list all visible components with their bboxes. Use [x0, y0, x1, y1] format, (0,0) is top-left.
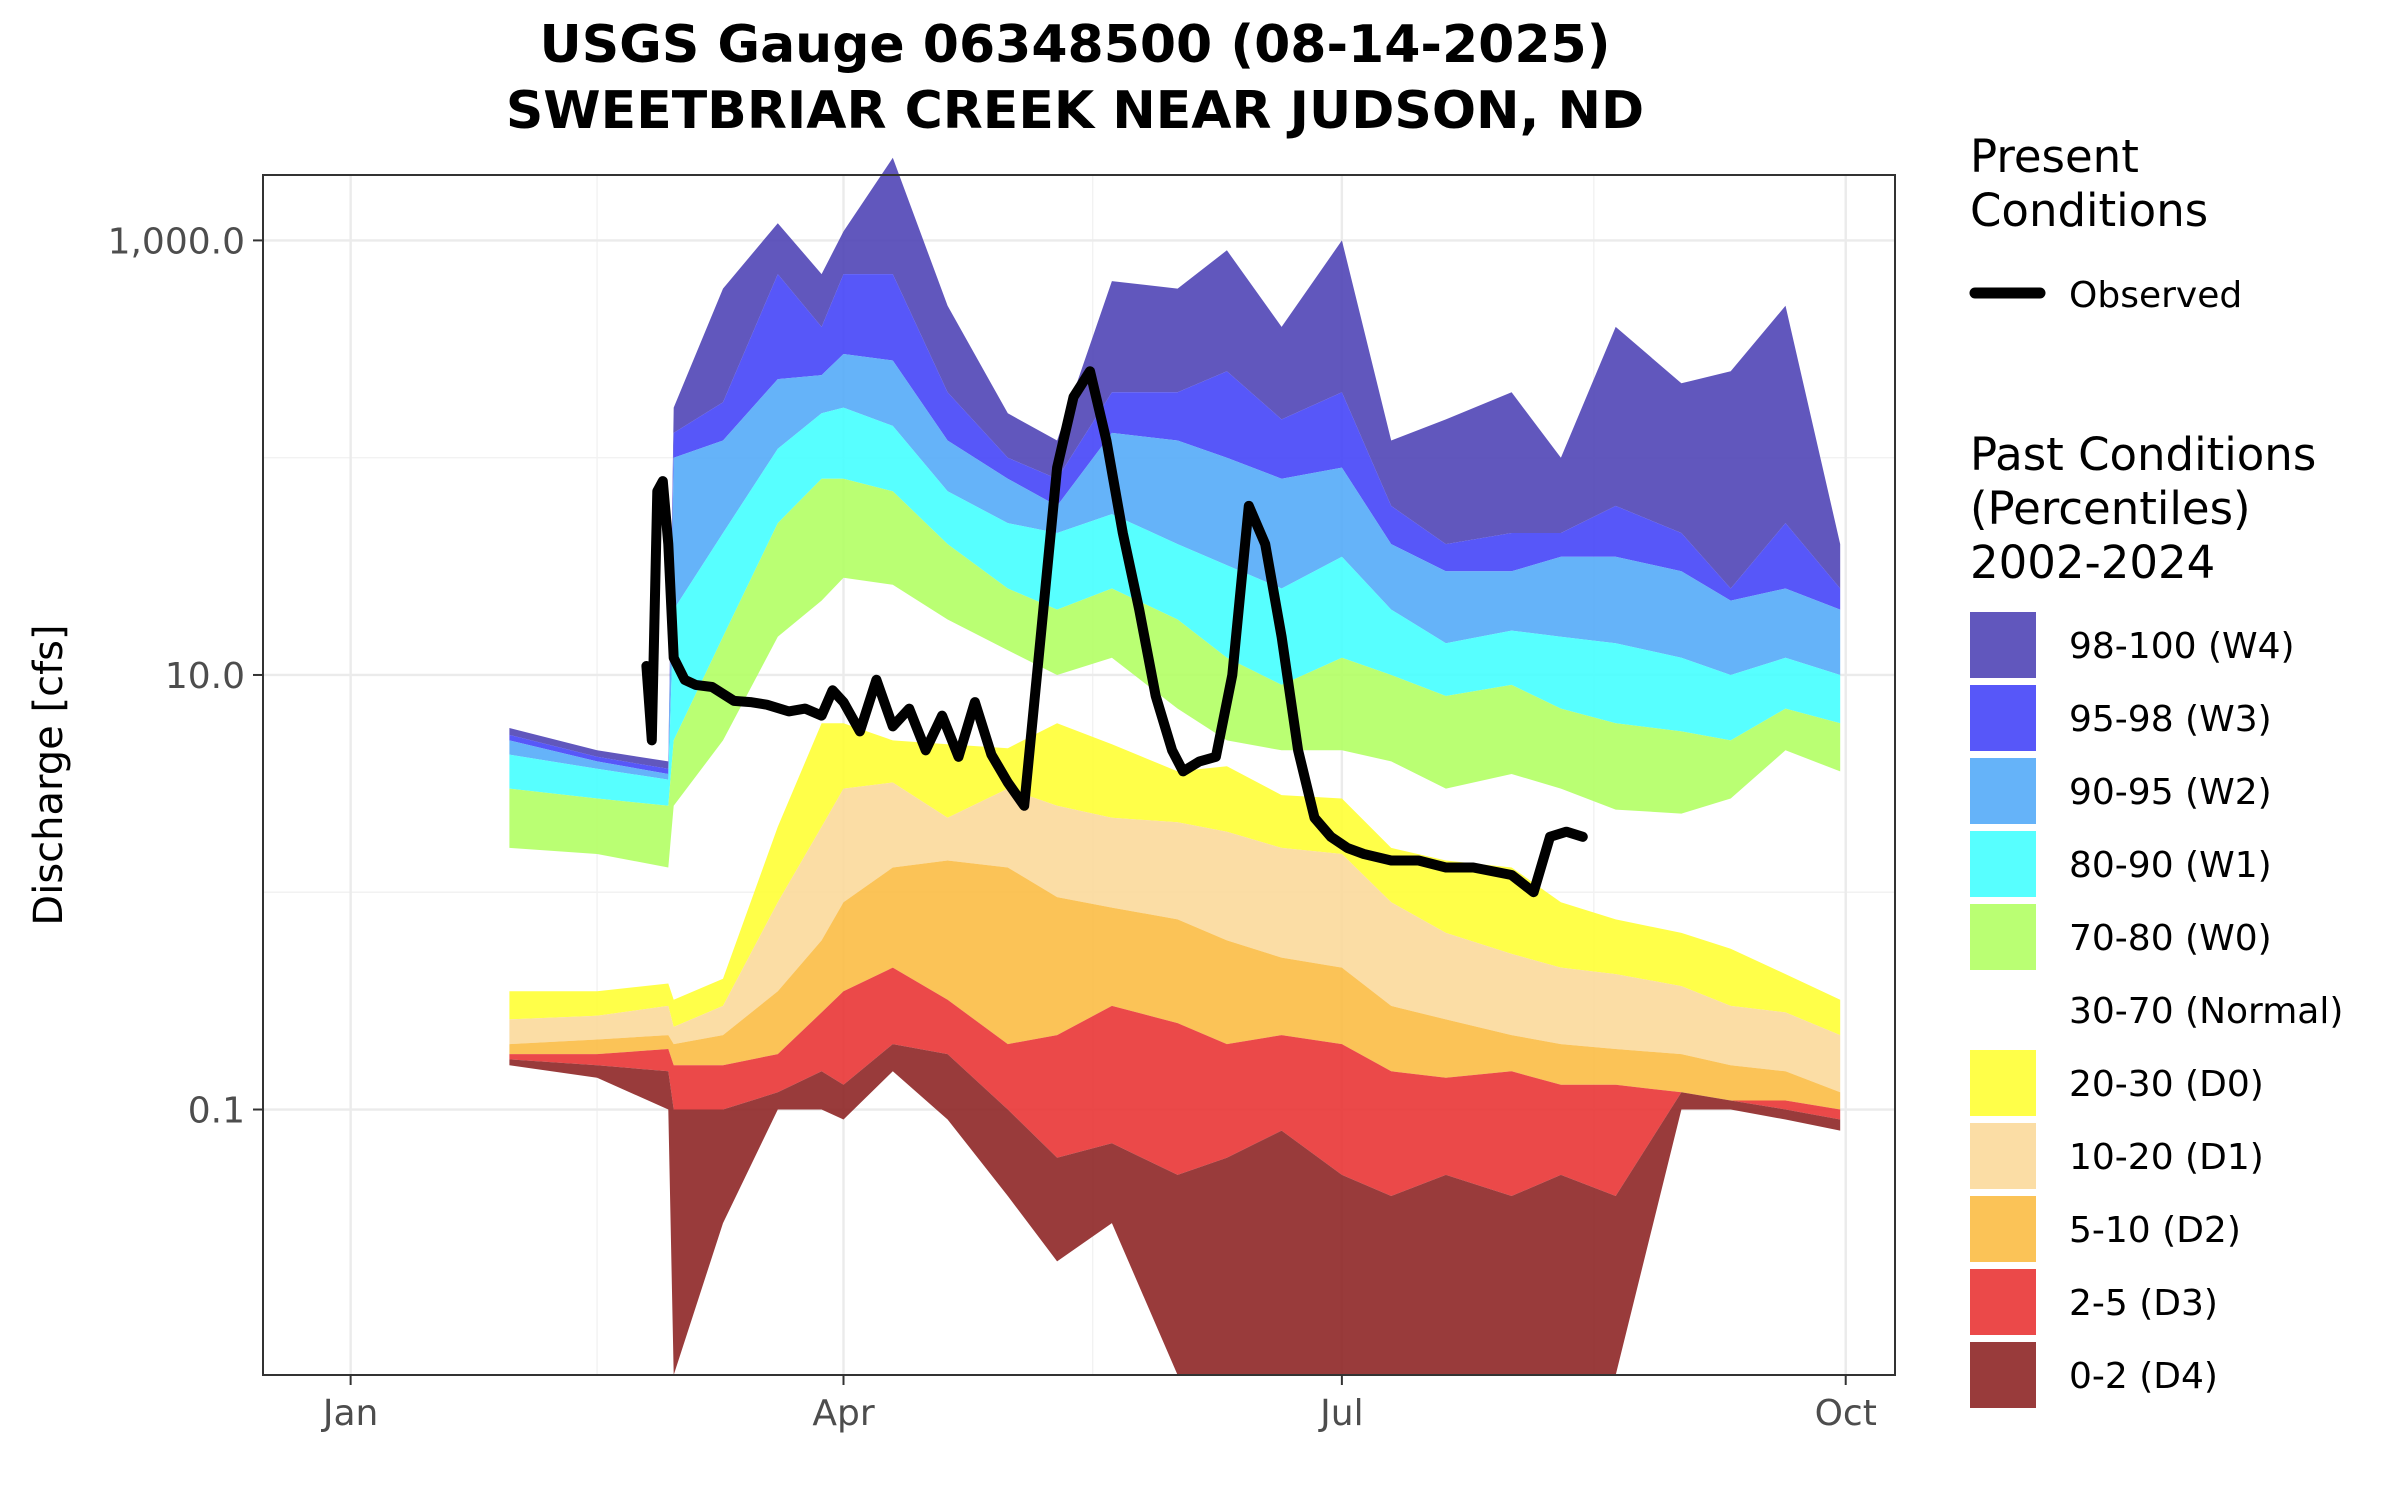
- legend-title-line: 2002-2024: [1970, 536, 2215, 589]
- band-w0: [509, 478, 1841, 868]
- legend-key-w0: [1970, 904, 2036, 970]
- band-w1: [509, 407, 1841, 806]
- band-w4: [509, 157, 1841, 769]
- legend-title-line: Conditions: [1970, 184, 2208, 237]
- legend-past-title: Past Conditions (Percentiles) 2002-2024: [1970, 428, 2316, 589]
- observed-series: [641, 366, 1588, 898]
- legend-key-d0: [1970, 1050, 2036, 1116]
- legend-observed-label: Observed: [2069, 275, 2242, 316]
- y-tick-label: 0.1: [188, 1091, 245, 1132]
- legend-key-w1: [1970, 831, 2036, 897]
- band-d4: [509, 1044, 1841, 1375]
- legend-key-d2: [1970, 1196, 2036, 1262]
- legend-title-line: (Percentiles): [1970, 482, 2251, 535]
- band-d0: [509, 723, 1841, 1036]
- legend-label-d1: 10-20 (D1): [2069, 1137, 2264, 1178]
- chart-subtitle: SWEETBRIAR CREEK NEAR JUDSON, ND: [506, 81, 1644, 141]
- legend-label-d3: 2-5 (D3): [2069, 1283, 2218, 1324]
- legend-key-w3: [1970, 685, 2036, 751]
- x-tick-label: Jan: [321, 1393, 379, 1434]
- legend-label-normal: 30-70 (Normal): [2069, 991, 2343, 1032]
- legend-label-w4: 98-100 (W4): [2069, 626, 2295, 667]
- band-d1: [509, 782, 1841, 1093]
- legend-band-entries: 98-100 (W4) 95-98 (W3) 90-95 (W2) 80-90 (W1…: [1970, 612, 2343, 1408]
- legend-key-d4: [1970, 1342, 2036, 1408]
- legend-title-line: Past Conditions: [1970, 428, 2316, 481]
- legend-present-title: Present Conditions: [1970, 130, 2208, 237]
- legend-label-d4: 0-2 (D4): [2069, 1356, 2218, 1397]
- y-tick-label: 1,000.0: [108, 221, 245, 262]
- x-tick-label: Apr: [812, 1393, 874, 1434]
- band-w2: [509, 354, 1841, 780]
- legend-key-w4: [1970, 612, 2036, 678]
- legend-key-normal: [1970, 977, 2036, 1043]
- plot-border: [262, 174, 1896, 1376]
- x-axis: Jan Apr Jul Oct: [321, 1375, 1877, 1434]
- band-d2: [509, 860, 1841, 1110]
- legend-label-w3: 95-98 (W3): [2069, 699, 2272, 740]
- legend-title-line: Present: [1970, 130, 2139, 183]
- x-tick-label: Oct: [1815, 1393, 1877, 1434]
- legend-label-w2: 90-95 (W2): [2069, 772, 2272, 813]
- legend-key-d3: [1970, 1269, 2036, 1335]
- legend-key-w2: [1970, 758, 2036, 824]
- observed-line: [641, 366, 1588, 898]
- legend-label-w0: 70-80 (W0): [2069, 918, 2272, 959]
- y-axis-label: Discharge [cfs]: [26, 624, 72, 925]
- legend: Present Conditions Observed Past Conditio…: [1969, 130, 2343, 1408]
- y-axis: 0.1 10.0 1,000.0: [108, 221, 263, 1132]
- percentile-bands: [509, 157, 1841, 1375]
- x-tick-label: Jul: [1318, 1393, 1363, 1434]
- legend-label-d2: 5-10 (D2): [2069, 1210, 2241, 1251]
- band-d3: [509, 967, 1841, 1196]
- legend-label-d0: 20-30 (D0): [2069, 1064, 2264, 1105]
- legend-label-w1: 80-90 (W1): [2069, 845, 2272, 886]
- y-tick-label: 10.0: [165, 656, 245, 697]
- chart-title: USGS Gauge 06348500 (08-14-2025): [539, 15, 1610, 75]
- legend-key-d1: [1970, 1123, 2036, 1189]
